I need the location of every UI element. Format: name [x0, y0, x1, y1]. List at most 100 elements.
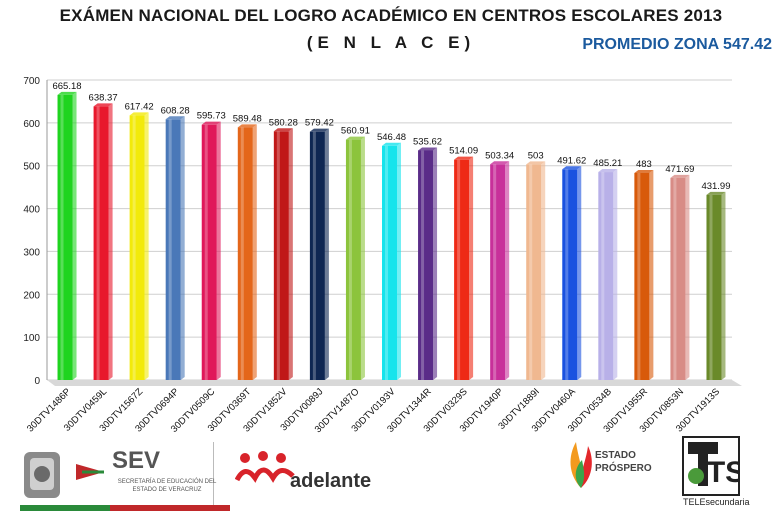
bar-side: [108, 103, 113, 381]
bar: [93, 106, 109, 381]
footer-logos: TS: [0, 430, 782, 527]
bar-highlight: [637, 173, 641, 380]
bar-highlight: [204, 124, 208, 381]
sev-logo-text: SEV: [112, 447, 161, 474]
bar-highlight: [348, 139, 352, 380]
bar-side: [180, 116, 185, 381]
bar-top: [706, 191, 726, 195]
ts-mark: TS: [707, 456, 740, 489]
data-label: 638.37: [89, 92, 118, 103]
bar-highlight: [493, 164, 497, 380]
bar-side: [649, 170, 654, 380]
bar-side: [577, 166, 582, 380]
bar-highlight: [709, 194, 713, 380]
y-tick-label: 0: [34, 376, 40, 387]
y-tick-label: 700: [23, 76, 40, 87]
bar: [490, 164, 506, 380]
data-label: 535.62: [413, 136, 442, 147]
y-tick-label: 100: [23, 333, 40, 344]
bar-side: [433, 147, 438, 380]
data-label: 617.42: [125, 101, 154, 112]
bar-side: [397, 142, 401, 380]
y-tick-label: 300: [23, 247, 40, 258]
data-label: 595.73: [197, 111, 226, 122]
bar: [634, 173, 650, 380]
data-label: 471.69: [665, 164, 694, 175]
data-label: 431.99: [701, 181, 730, 192]
bar-top: [201, 121, 221, 125]
veracruz-coat-of-arms-icon: [24, 452, 60, 498]
data-label: 579.42: [305, 118, 334, 129]
bar-side: [324, 128, 329, 380]
bar: [309, 131, 325, 380]
bar-top: [57, 91, 77, 95]
bar-top: [382, 142, 401, 146]
bar-highlight: [60, 94, 64, 381]
color-stripe-green: [20, 505, 110, 511]
bar-top: [526, 161, 546, 165]
bar-highlight: [601, 172, 605, 380]
bar: [562, 169, 578, 380]
bar: [57, 94, 73, 381]
bar-highlight: [312, 131, 316, 380]
bar: [706, 194, 722, 380]
data-label: 483: [636, 159, 652, 170]
bar-top: [634, 170, 654, 173]
bar: [418, 150, 434, 380]
bar-highlight: [240, 127, 244, 380]
zone-average-badge: PROMEDIO ZONA 547.42: [582, 36, 772, 53]
telesecundaria-logo-icon: TS: [682, 436, 740, 496]
bar-side: [613, 169, 618, 380]
bar: [273, 131, 289, 380]
data-label: 580.28: [269, 117, 298, 128]
bar-top: [418, 147, 438, 151]
estado-prospero-text: ESTADO PRÓSPERO: [595, 449, 652, 475]
bar-top: [345, 136, 365, 140]
bar: [129, 115, 145, 381]
bar: [237, 127, 253, 380]
bar-top: [562, 166, 582, 170]
bar-highlight: [276, 131, 280, 380]
bar-side: [360, 136, 365, 380]
chart-floor: [47, 380, 742, 386]
data-label: 503.34: [485, 150, 514, 161]
bar-top: [93, 103, 113, 107]
bar: [345, 139, 361, 380]
bar-highlight: [168, 119, 172, 381]
bar-side: [541, 161, 546, 380]
bar-top: [273, 128, 293, 132]
chart-title: EXÁMEN NACIONAL DEL LOGRO ACADÉMICO EN C…: [59, 6, 723, 25]
sev-logo-subtitle: SECRETARÍA DE EDUCACIÓN DEL ESTADO DE VE…: [117, 479, 217, 493]
bar-side: [505, 161, 510, 380]
estado-line2: PRÓSPERO: [595, 463, 652, 474]
bar-top: [309, 128, 329, 132]
data-label: 589.48: [233, 113, 262, 124]
bar-side: [216, 121, 221, 381]
bar-top: [598, 169, 618, 173]
bar-side: [685, 174, 690, 380]
data-label: 491.62: [557, 155, 586, 166]
bar-highlight: [96, 106, 100, 381]
bar: [598, 172, 614, 380]
y-tick-label: 600: [23, 119, 40, 130]
bar-highlight: [529, 164, 533, 380]
bar-side: [252, 124, 257, 380]
data-label: 608.28: [161, 105, 190, 116]
y-tick-label: 200: [23, 290, 40, 301]
bar: [165, 119, 181, 381]
data-label: 485.21: [593, 158, 622, 169]
bar-top: [454, 156, 474, 160]
bar-top: [129, 112, 149, 116]
data-label: 665.18: [52, 81, 81, 92]
adelante-figures-icon: [235, 451, 295, 483]
data-label: 503: [528, 150, 544, 161]
bar-side: [72, 91, 77, 381]
bar-top: [165, 116, 185, 120]
bar-top: [490, 161, 510, 165]
bar: [454, 159, 470, 380]
adelante-logo-text: adelante: [290, 470, 372, 492]
bar: [382, 145, 397, 380]
bar-side: [469, 156, 474, 380]
estado-line1: ESTADO: [595, 450, 636, 461]
data-label: 560.91: [341, 126, 370, 137]
